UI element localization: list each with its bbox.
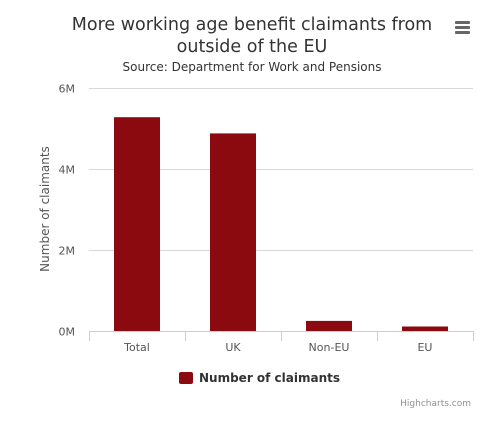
y-tick-label: 0M <box>59 326 76 339</box>
hamburger-menu-icon[interactable] <box>452 17 474 37</box>
chart-title-line-1: More working age benefit claimants from <box>72 15 432 35</box>
y-axis-ticks: 0M 2M 4M 6M <box>59 83 76 339</box>
chart-title-line-2: outside of the EU <box>177 37 328 57</box>
x-tick-label: EU <box>417 341 432 354</box>
x-tick-label: Total <box>123 341 150 354</box>
credits-link[interactable]: Highcharts.com <box>400 399 471 409</box>
y-axis-title: Number of claimants <box>38 146 52 272</box>
bar[interactable] <box>402 326 448 332</box>
bar[interactable] <box>114 117 160 331</box>
legend-label: Number of claimants <box>199 371 340 385</box>
bars <box>114 117 448 331</box>
x-tick-label: Non-EU <box>309 341 350 354</box>
y-tick-label: 4M <box>59 164 76 177</box>
x-tick-label: UK <box>225 341 241 354</box>
bar[interactable] <box>210 133 256 331</box>
legend-swatch <box>179 372 193 384</box>
bar[interactable] <box>306 320 352 331</box>
x-axis <box>89 331 474 341</box>
x-axis-ticks: Total UK Non-EU EU <box>123 341 432 354</box>
y-tick-label: 2M <box>59 245 76 258</box>
chart-subtitle: Source: Department for Work and Pensions <box>123 60 382 74</box>
y-tick-label: 6M <box>59 83 76 96</box>
legend[interactable]: Number of claimants <box>179 371 340 385</box>
